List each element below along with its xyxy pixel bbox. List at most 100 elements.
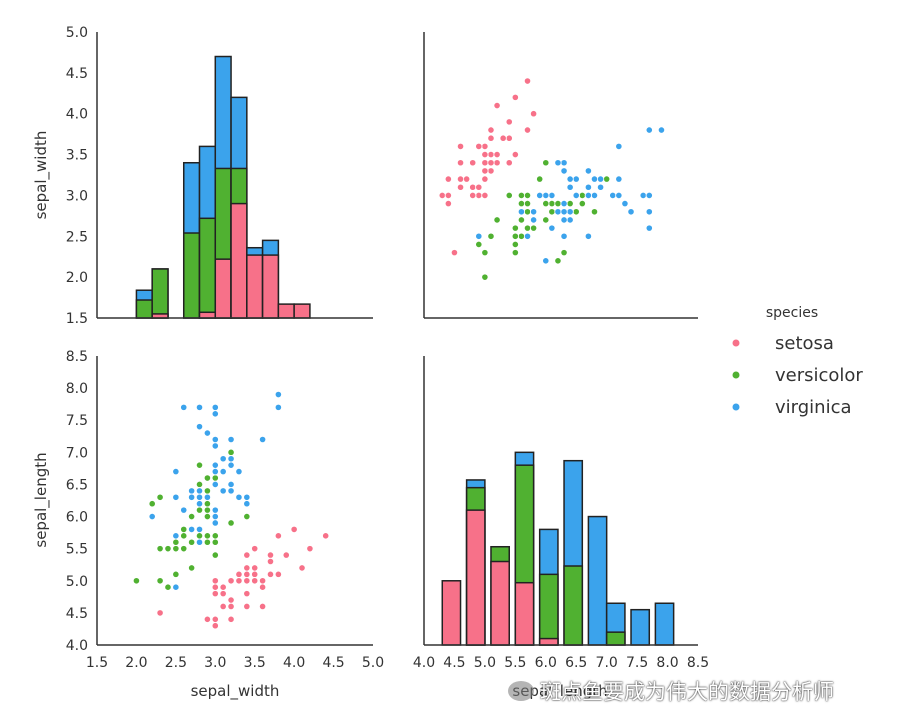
point-versicolor-26: [590, 208, 599, 216]
point-versicolor-0: [227, 448, 235, 456]
point-virginica-2: [211, 442, 219, 450]
point-versicolor-3: [511, 249, 519, 257]
point-virginica-12: [211, 461, 219, 469]
x-tick-label: 7.0: [596, 655, 618, 671]
point-versicolor-19: [172, 538, 180, 546]
point-virginica-41: [596, 183, 605, 191]
point-setosa-47: [227, 602, 235, 611]
point-versicolor-23: [195, 506, 204, 514]
point-virginica-14: [529, 208, 538, 216]
point-setosa-29: [463, 175, 471, 183]
point-setosa-4: [258, 577, 267, 585]
y-tick-label: 6.5: [66, 477, 88, 493]
point-virginica-22: [195, 403, 204, 411]
point-setosa-31: [505, 159, 513, 167]
point-virginica-22: [645, 208, 653, 216]
point-setosa-36: [251, 545, 259, 553]
point-setosa-31: [243, 551, 251, 559]
point-virginica-34: [180, 506, 188, 514]
point-versicolor-18: [554, 257, 562, 265]
point-virginica-41: [219, 455, 227, 463]
point-virginica-23: [188, 493, 196, 501]
point-setosa-15: [523, 77, 532, 85]
point-versicolor-20: [536, 175, 544, 183]
point-setosa-34: [475, 183, 483, 191]
hist-bar-setosa-0: [441, 580, 462, 646]
legend-marker-virginica: [732, 403, 740, 411]
point-versicolor-31: [164, 545, 172, 553]
point-setosa-21: [266, 570, 275, 578]
point-versicolor-29: [180, 532, 188, 540]
point-virginica-25: [227, 435, 235, 444]
point-virginica-21: [195, 538, 204, 546]
point-setosa-45: [469, 191, 477, 200]
point-setosa-3: [456, 183, 465, 191]
y-tick-label: 4.0: [66, 638, 88, 654]
x-tick-label: 3.5: [244, 655, 266, 671]
legend: species setosa versicolor virginica: [732, 305, 863, 418]
point-virginica-45: [584, 191, 593, 200]
point-setosa-46: [274, 570, 282, 578]
point-virginica-43: [590, 175, 599, 183]
hist-bar-setosa-4: [538, 637, 559, 646]
point-setosa-34: [219, 583, 227, 591]
point-virginica-10: [572, 175, 580, 183]
point-virginica-9: [615, 142, 623, 150]
point-virginica-10: [227, 480, 235, 489]
point-virginica-0: [235, 493, 243, 501]
point-setosa-1: [475, 191, 483, 200]
point-setosa-21: [487, 134, 495, 142]
x-tick-label: 6.5: [565, 655, 587, 671]
point-virginica-25: [615, 175, 623, 183]
point-virginica-27: [548, 191, 556, 200]
point-setosa-41: [156, 609, 164, 617]
hist-bar-versicolor-2: [182, 232, 201, 319]
x-axis-label-sepal-length: sepal_length: [512, 682, 607, 701]
point-versicolor-10: [132, 577, 141, 585]
point-virginica-19: [542, 257, 550, 265]
point-versicolor-9: [493, 216, 501, 224]
point-virginica-7: [621, 200, 629, 208]
panel-width-vs-length-scatter: [423, 32, 698, 319]
point-setosa-16: [505, 118, 513, 126]
y-tick-label: 2.0: [66, 270, 88, 286]
point-setosa-26: [243, 577, 251, 585]
point-virginica-31: [274, 390, 282, 399]
hist-bar-setosa-5: [230, 202, 248, 319]
x-tick-label: 4.0: [283, 655, 305, 671]
point-setosa-32: [493, 101, 501, 110]
point-virginica-29: [615, 191, 623, 200]
point-virginica-37: [219, 487, 227, 495]
point-virginica-0: [560, 167, 568, 175]
point-versicolor-44: [517, 216, 526, 224]
x-tick-label: 6.0: [535, 655, 557, 671]
point-setosa-39: [487, 159, 495, 167]
point-setosa-33: [306, 545, 314, 553]
point-setosa-15: [322, 532, 330, 540]
point-versicolor-40: [180, 545, 188, 553]
point-setosa-27: [493, 150, 501, 159]
panel-length-vs-width-scatter: 4.0 4.5 5.0 5.5 6.0 6.5 7.0 7.5 8.0 8.5 1.5 2.0 2.5…: [32, 349, 384, 701]
hist-bar-versicolor-1: [151, 268, 169, 319]
point-versicolor-28: [542, 200, 550, 208]
point-virginica-13: [523, 232, 532, 240]
point-setosa-8: [203, 615, 211, 623]
y-tick-label: 6.0: [66, 510, 88, 526]
point-virginica-3: [203, 493, 211, 501]
point-setosa-6: [456, 159, 465, 167]
point-setosa-47: [456, 175, 465, 183]
hist-bar-setosa-1: [465, 509, 486, 646]
x-tick-label: 2.5: [165, 655, 187, 671]
point-setosa-42: [444, 175, 452, 183]
point-virginica-30: [627, 208, 635, 216]
point-virginica-17: [274, 403, 282, 411]
point-setosa-36: [511, 150, 519, 159]
point-virginica-9: [258, 435, 267, 444]
point-virginica-15: [227, 487, 235, 495]
point-setosa-43: [481, 150, 489, 159]
point-setosa-49: [235, 577, 243, 585]
point-versicolor-42: [180, 525, 188, 534]
point-versicolor-47: [203, 500, 211, 508]
point-setosa-4: [481, 142, 489, 150]
